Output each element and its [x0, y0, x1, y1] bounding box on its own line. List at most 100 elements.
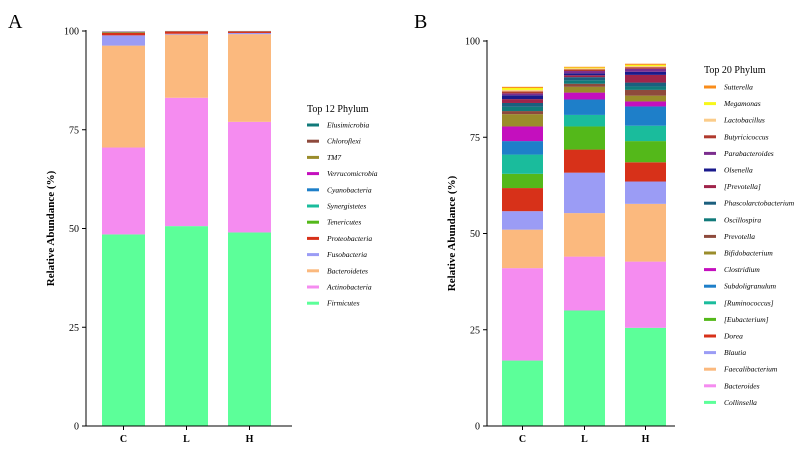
legend-item-faecalibacterium: Faecalibacterium [704, 365, 778, 374]
legend-item-chloroflexi: Chloroflexi [307, 137, 361, 146]
bar-segment-prevotella [502, 111, 543, 115]
legend-item-clostridium: Clostridium [704, 265, 760, 274]
bar-segment-blautia [625, 181, 666, 204]
legend-swatch [704, 234, 716, 238]
legend-label: Dorea [723, 332, 743, 341]
bar-stack-c [102, 31, 145, 426]
legend-item-fusobacteria: Fusobacteria [307, 250, 367, 259]
legend-swatch [307, 139, 319, 143]
legend-label: Cyanobacteria [327, 185, 372, 194]
bar-segment-eubacterium [625, 141, 666, 163]
y-tick-label: 75 [470, 133, 480, 144]
bar-segment-bacteroides [625, 261, 666, 328]
bar-segment-megamonas [502, 87, 543, 90]
legend-label: Bifidobacterium [724, 249, 773, 258]
legend-label: Prevotella [723, 232, 755, 241]
legend-label: Bacteroides [724, 381, 760, 390]
legend-label: Butyricicoccus [724, 132, 769, 141]
legend-swatch [704, 384, 716, 388]
legend-label: [Eubacterium] [724, 315, 769, 324]
legend-item-bifidobacterium: Bifidobacterium [704, 249, 773, 258]
legend-swatch [704, 268, 716, 272]
legend-swatch [307, 285, 319, 289]
bar-segment-faecalibacterium [625, 203, 666, 262]
legend-swatch [307, 301, 319, 305]
bar-segment-phascolarctobacterium [625, 82, 666, 87]
legend-label: Subdoligranulum [724, 282, 777, 291]
legend-item-dorea: Dorea [704, 332, 743, 341]
legend-item-subdoligranulum: Subdoligranulum [704, 282, 777, 291]
legend-item-ruminococcus: [Ruminococcus] [704, 298, 774, 307]
legend-swatch [704, 102, 716, 106]
bar-segment-prevotella [502, 99, 543, 103]
bar-segment-actinobacteria [228, 121, 271, 233]
bar-segment-dorea [625, 162, 666, 182]
legend-swatch [704, 367, 716, 371]
bar-segment-dorea [502, 188, 543, 212]
bar-segment-subdoligranulum [625, 106, 666, 126]
bar-segment-bacteroidetes [102, 45, 145, 148]
legend-swatch [704, 400, 716, 404]
legend-label: Verrucomicrobia [327, 169, 378, 178]
legend-item-blautia: Blautia [704, 348, 746, 357]
bar-stack-h [625, 63, 666, 426]
bar-segment-bacteroidetes [228, 34, 271, 122]
legend-label: Bacteroidetes [327, 266, 368, 275]
legend-label: Parabacteroides [723, 149, 774, 158]
bar-segment-phascolarctobacterium [502, 102, 543, 107]
legend-swatch [307, 123, 319, 127]
legend-label: Faecalibacterium [723, 365, 778, 374]
legend-label: [Ruminococcus] [724, 298, 774, 307]
bar-segment-firmicutes [228, 232, 271, 426]
legend-item-phascolarctobacterium: Phascolarctobacterium [704, 199, 795, 208]
legend-swatch [704, 168, 716, 172]
bar-segment-ruminococcus [564, 114, 605, 127]
y-tick-label: 75 [69, 125, 79, 136]
bar-segment-butyricicoccus [564, 69, 605, 72]
bar-segment-clostridium [564, 92, 605, 100]
legend-swatch [704, 85, 716, 89]
legend-label: Actinobacteria [326, 283, 372, 292]
bar-segment-proteobacteria [102, 32, 145, 36]
legend-swatch [307, 155, 319, 159]
bar-segment-oscillospira [564, 80, 605, 84]
legend-label: Tenericutes [327, 218, 361, 227]
bar-segment-blautia [564, 172, 605, 214]
bar-segment-olsenella [502, 95, 543, 100]
bar-segment-parabacteroides [564, 71, 605, 74]
legend-item-elusimicrobia: Elusimicrobia [307, 121, 369, 130]
panel-a: A 0 25 50 75 100 C L H Relative Abundance (%) Top … [8, 11, 378, 445]
x-tick-label: C [519, 434, 526, 445]
y-tick-label: 25 [69, 323, 79, 334]
legend-label: Clostridium [724, 265, 760, 274]
legend-item-lactobacillus: Lactobacillus [704, 116, 765, 125]
legend-item-sutterella: Sutterella [704, 83, 753, 92]
bar-segment-parabacteroides [502, 93, 543, 96]
bar-stack-h [228, 30, 271, 426]
legend-item-synergistetes: Synergistetes [307, 202, 366, 211]
x-tick-label: H [642, 434, 650, 445]
legend-label: Synergistetes [327, 202, 366, 211]
panel-b: B 0 25 50 75 100 C L H Relative Abundance (%) Top … [414, 11, 795, 445]
panel-label: B [414, 11, 427, 33]
bar-segment-phascolarctobacterium [564, 77, 605, 81]
bar-segment-oscillospira [625, 86, 666, 90]
bar-segment-fusobacteria [165, 33, 208, 35]
legend-item-bacteroides: Bacteroides [704, 381, 760, 390]
bar-segment-subdoligranulum [502, 141, 543, 155]
bar-segment-prevotella [564, 75, 605, 78]
bar-segment-sutterella [502, 86, 543, 88]
legend-item-parabacteroides: Parabacteroides [704, 149, 774, 158]
legend-label: Phascolarctobacterium [723, 199, 795, 208]
bar-segment-sutterella [625, 63, 666, 65]
bar-segment-faecalibacterium [502, 229, 543, 269]
bar-segment-bacteroidetes [165, 34, 208, 98]
legend-title: Top 12 Phylum [307, 104, 369, 115]
bar-segment-bifidobacterium [502, 114, 543, 127]
bar-segment-actinobacteria [165, 97, 208, 227]
bar-segment-fusobacteria [102, 35, 145, 46]
y-tick-label: 100 [465, 37, 480, 48]
y-tick-label: 50 [470, 229, 480, 240]
bar-segment-proteobacteria [228, 31, 271, 33]
legend-swatch [307, 172, 319, 176]
